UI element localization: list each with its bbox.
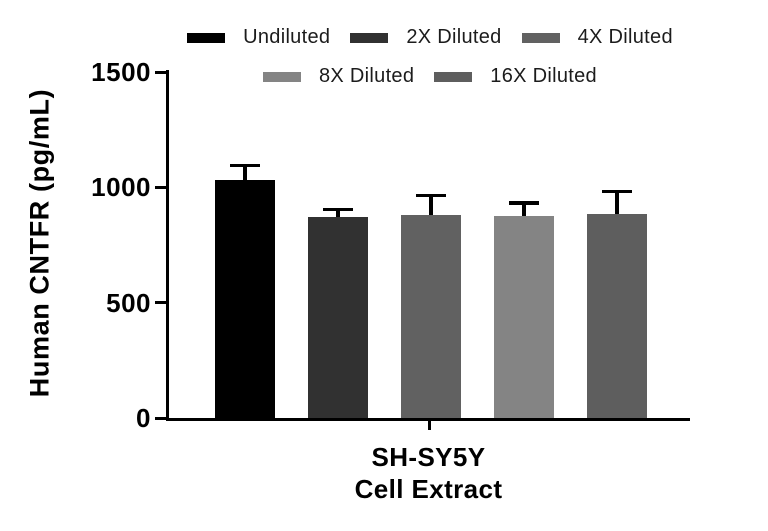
x-axis-title: SH-SY5Y Cell Extract — [166, 441, 691, 505]
y-tick-label-1000: 1000 — [91, 172, 151, 203]
error-bar-cap-2 — [323, 207, 353, 212]
y-tick-0 — [155, 416, 166, 420]
bar-8x-diluted — [494, 216, 554, 418]
legend-swatch-icon — [434, 71, 473, 82]
y-tick-label-0: 0 — [136, 403, 151, 433]
x-axis-title-line1: SH-SY5Y — [371, 442, 486, 472]
error-bar-cap-4 — [509, 201, 539, 205]
x-axis-line — [166, 418, 690, 421]
legend-swatch-icon — [263, 71, 301, 82]
error-bar-stem-2 — [336, 209, 340, 218]
error-bar-stem-5 — [615, 191, 619, 214]
legend-swatch-icon — [350, 32, 389, 43]
y-tick-1500 — [155, 70, 166, 74]
legend-item-16x-diluted: 16X Diluted — [434, 65, 597, 88]
y-tick-1000 — [155, 185, 166, 189]
y-tick-label-500: 500 — [106, 287, 151, 318]
legend-label: 16X Diluted — [490, 65, 597, 87]
y-axis-line — [166, 70, 169, 421]
y-tick-500 — [155, 301, 166, 305]
bar-undiluted — [215, 180, 275, 418]
error-bar-cap-3 — [416, 193, 446, 198]
error-bar-cap-5 — [602, 189, 632, 194]
y-axis-title: Human CNTFR (pg/mL) — [24, 88, 55, 398]
legend-label: 2X Diluted — [406, 26, 502, 48]
legend-item-8x-diluted: 8X Diluted — [263, 65, 414, 88]
legend-label: 4X Diluted — [577, 26, 673, 48]
legend-item-2x-diluted: 2X Diluted — [350, 26, 501, 49]
legend-swatch-icon — [187, 32, 226, 43]
error-bar-stem-3 — [429, 195, 433, 215]
error-bar-cap-1 — [230, 163, 260, 168]
legend-label: 8X Diluted — [319, 65, 415, 87]
x-tick-sh-sy5y — [427, 421, 431, 430]
bar-16x-diluted — [587, 213, 647, 418]
legend-swatch-icon — [521, 32, 560, 43]
legend-row-2: 8X Diluted 16X Diluted — [263, 65, 597, 88]
legend-label: Undiluted — [243, 26, 331, 48]
chart-legend: Undiluted 2X Diluted 4X Diluted 8X Diluted… — [62, 26, 768, 88]
y-tick-label-1500: 1500 — [91, 57, 151, 87]
legend-item-undiluted: Undiluted — [187, 26, 330, 49]
legend-item-4x-diluted: 4X Diluted — [521, 26, 673, 49]
error-bar-stem-4 — [522, 202, 526, 217]
bar-4x-diluted — [401, 215, 461, 418]
error-bar-stem-1 — [243, 165, 247, 181]
x-axis-title-line2: Cell Extract — [354, 474, 503, 504]
legend-row-1: Undiluted 2X Diluted 4X Diluted — [187, 26, 673, 49]
bar-2x-diluted — [308, 217, 368, 418]
